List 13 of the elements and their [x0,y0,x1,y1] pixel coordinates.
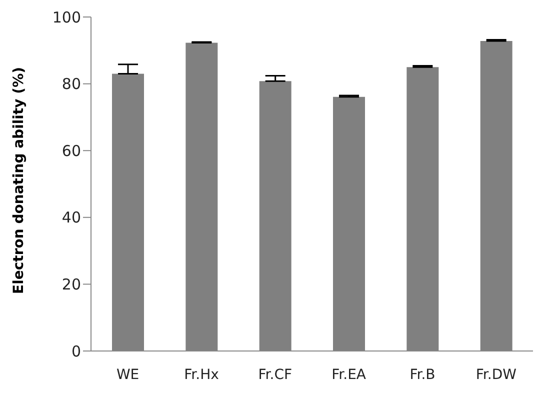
y-tick-label: 40 [62,208,81,227]
x-tick-label: Fr.EA [332,366,366,383]
x-tick-label: WE [116,366,140,383]
x-tick-label: Fr.DW [476,366,517,383]
x-tick-label: Fr.B [410,366,436,383]
y-tick-label: 60 [62,142,81,160]
y-tick-label: 20 [62,276,81,294]
y-tick-label: 0 [71,342,81,360]
x-tick-label: Fr.CF [258,366,292,383]
y-axis-title: Electron donating ability (%) [10,66,27,294]
y-tick-label: 100 [52,8,81,26]
x-tick-label: Fr.Hx [184,366,219,383]
y-tick-label: 80 [62,75,81,94]
